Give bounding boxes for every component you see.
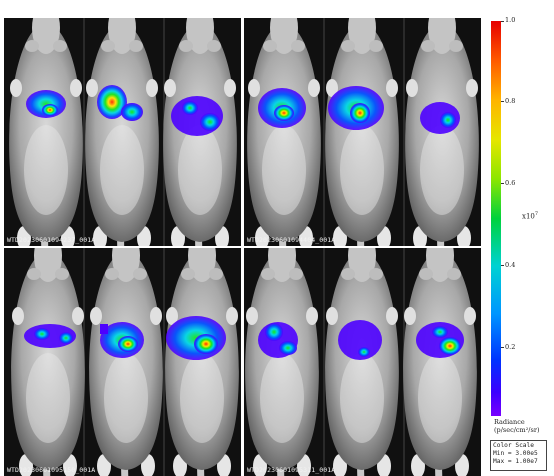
colorbar-tick: 0.8 [505, 97, 516, 105]
panel-label: WTD20230601094237_001A [7, 236, 96, 244]
panel-label: WTD20230601094404_001A [247, 236, 336, 244]
mouse-image [244, 18, 481, 246]
color-scale-bar [491, 21, 501, 416]
image-panel: WTD20230601094404_001A [244, 18, 481, 246]
mouse-image [4, 18, 241, 246]
colorbar-tick: 0.2 [505, 343, 516, 351]
color-scale-info: Color Scale Min = 3.00e5 Max = 1.00e7 [490, 440, 547, 471]
panel-label: WTD20230601095311_001A [247, 466, 336, 474]
mouse-image [4, 248, 241, 476]
image-panel: WTD20230601094237_001A [4, 18, 241, 246]
image-panel: WTD20230601095150_001A [4, 248, 241, 476]
colorbar-multiplier: x107 [522, 211, 539, 221]
colorbar-tick: 0.4 [505, 261, 516, 269]
image-panel: WTD20230601095311_001A [244, 248, 481, 476]
mouse-image [244, 248, 481, 476]
colorbar-tick: 1.0 [505, 16, 516, 24]
radiance-label: Radiance (p/sec/cm²/sr) [494, 418, 540, 434]
panel-label: WTD20230601095150_001A [7, 466, 96, 474]
colorbar-tick: 0.6 [505, 179, 516, 187]
